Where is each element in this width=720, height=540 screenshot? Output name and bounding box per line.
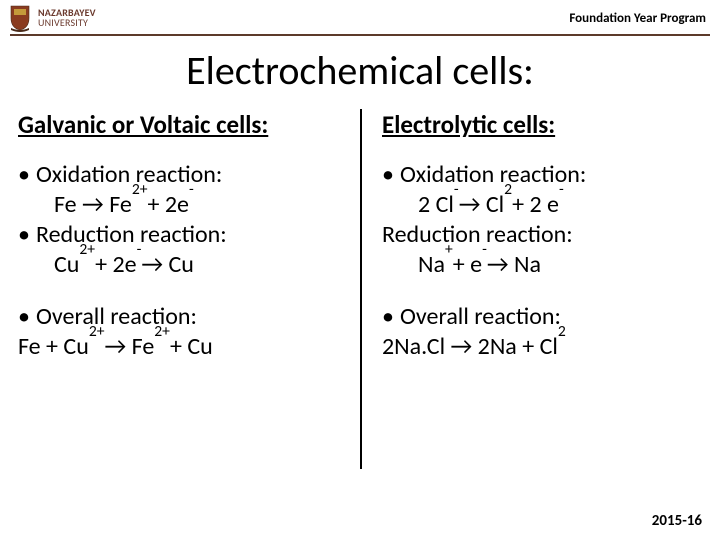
right-reduction-label: Reduction reaction: (382, 220, 573, 250)
bullet-icon: • (18, 160, 36, 190)
left-overall-block: • Overall reaction: Fe + Cu2+ → Fe2+ + C… (18, 302, 346, 362)
right-overall-eq: 2Na.Cl → 2Na + Cl2 (382, 332, 702, 362)
left-reduction-label: Reduction reaction: (36, 220, 227, 250)
right-reduction-label-line: Reduction reaction: (382, 220, 702, 250)
slide-title: Electrochemical cells: (0, 46, 720, 95)
left-oxidation-label-line: • Oxidation reaction: (18, 160, 346, 190)
university-name-bottom: UNIVERSITY (38, 18, 96, 29)
right-reduction-eq: Na+ + e- → Na (382, 250, 702, 280)
bullet-icon: • (18, 220, 36, 250)
university-name: NAZARBAYEV UNIVERSITY (38, 8, 96, 29)
right-overall-label: Overall reaction: (400, 302, 561, 332)
left-oxidation-label: Oxidation reaction: (36, 160, 222, 190)
brand: NAZARBAYEV UNIVERSITY (8, 4, 96, 32)
left-reduction-label-line: • Reduction reaction: (18, 220, 346, 250)
bullet-icon: • (18, 302, 36, 332)
header-bar: NAZARBAYEV UNIVERSITY Foundation Year Pr… (0, 0, 720, 34)
left-reduction-eq: Cu2+ + 2e- → Cu (18, 250, 346, 280)
bullet-icon: • (382, 160, 400, 190)
right-overall-block: • Overall reaction: 2Na.Cl → 2Na + Cl2 (382, 302, 702, 362)
right-redox-block: • Oxidation reaction: 2 Cl- → Cl2 + 2 e-… (382, 160, 702, 280)
university-logo-icon (8, 4, 32, 32)
bullet-icon: • (382, 302, 400, 332)
left-redox-block: • Oxidation reaction: Fe → Fe2+ + 2e- • … (18, 160, 346, 280)
right-column: Electrolytic cells: • Oxidation reaction… (360, 109, 702, 384)
right-oxidation-eq: 2 Cl- → Cl2 + 2 e- (382, 190, 702, 220)
footer-year: 2015-16 (652, 512, 702, 530)
right-oxidation-label-line: • Oxidation reaction: (382, 160, 702, 190)
left-heading: Galvanic or Voltaic cells: (18, 109, 346, 140)
content-columns: Galvanic or Voltaic cells: • Oxidation r… (0, 109, 720, 384)
left-overall-eq: Fe + Cu2+ → Fe2+ + Cu (18, 332, 346, 362)
left-overall-label: Overall reaction: (36, 302, 197, 332)
right-overall-label-line: • Overall reaction: (382, 302, 702, 332)
left-oxidation-eq: Fe → Fe2+ + 2e- (18, 190, 346, 220)
left-column: Galvanic or Voltaic cells: • Oxidation r… (18, 109, 360, 384)
program-label: Foundation Year Program (569, 11, 706, 26)
header-rule (10, 34, 710, 36)
right-heading: Electrolytic cells: (382, 109, 702, 140)
left-overall-label-line: • Overall reaction: (18, 302, 346, 332)
column-separator (360, 109, 362, 469)
